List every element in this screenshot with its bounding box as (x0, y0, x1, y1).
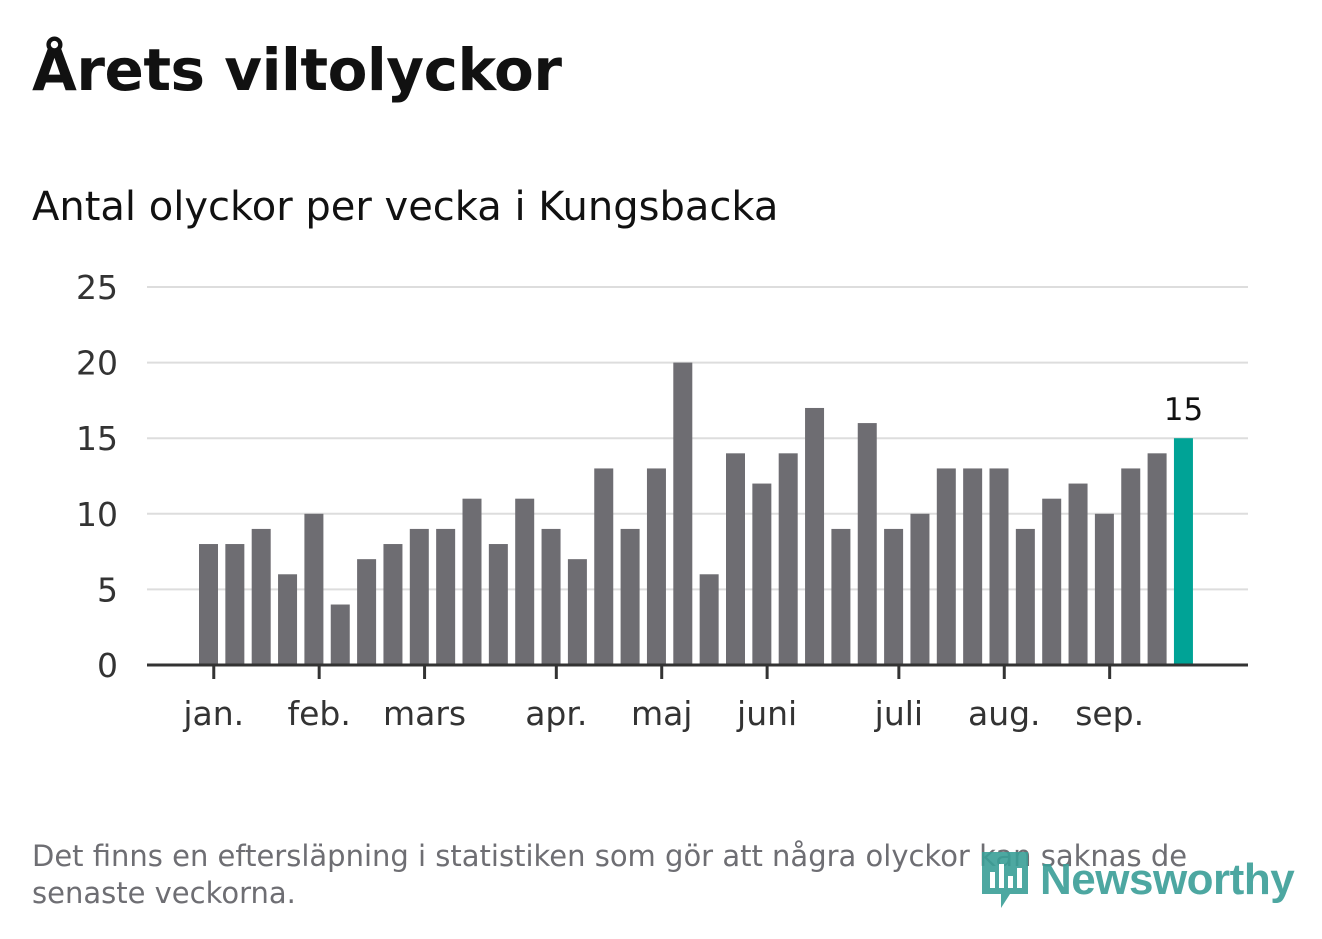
x-tick-label: sep. (1075, 694, 1144, 733)
bar (383, 544, 403, 665)
x-tick-label: juni (736, 694, 797, 733)
x-tick-label: feb. (287, 694, 350, 733)
bar (436, 528, 456, 665)
bar (594, 468, 614, 665)
bar (963, 468, 983, 665)
bar (278, 574, 298, 665)
y-tick-label: 25 (76, 268, 118, 307)
y-axis-ticks: 0 5 10 15 20 25 (76, 268, 118, 685)
x-tick-label: maj (631, 694, 693, 733)
bar (673, 362, 693, 665)
bars (199, 362, 1193, 665)
bar (857, 423, 877, 665)
bar (330, 604, 350, 665)
y-tick-label: 0 (97, 646, 118, 685)
bar (225, 544, 245, 665)
x-tick-label: jan. (182, 694, 244, 733)
bar (1121, 468, 1141, 665)
chart-subtitle: Antal olyckor per vecka i Kungsbacka (32, 184, 779, 230)
y-tick-label: 10 (76, 495, 118, 534)
chart-title: Årets viltolyckor (32, 36, 562, 104)
y-tick-label: 20 (76, 344, 118, 383)
bar (936, 468, 956, 665)
bar (752, 483, 772, 665)
y-tick-label: 15 (76, 419, 118, 458)
bar (541, 528, 561, 665)
data-label-latest: 15 (1164, 392, 1203, 428)
newsworthy-logo: Newsworthy (980, 848, 1295, 912)
bar (199, 544, 218, 665)
x-tick-label: mars (383, 694, 466, 733)
data-labels: 15 (1164, 392, 1203, 428)
x-tick-label: aug. (968, 694, 1041, 733)
bar (462, 498, 482, 665)
x-axis-ticks: jan. feb. mars apr. maj juni juli aug. sep. (182, 665, 1144, 733)
bar-latest-week (1173, 438, 1193, 665)
grid-lines (147, 286, 1248, 591)
bar (409, 528, 429, 665)
bar (726, 453, 745, 665)
bar (778, 453, 798, 665)
y-tick-label: 5 (97, 570, 118, 609)
x-tick-label: apr. (525, 694, 587, 733)
bar (1015, 528, 1035, 665)
bar (251, 528, 271, 665)
bar (1042, 498, 1062, 665)
bar (357, 559, 377, 665)
bar (805, 407, 825, 665)
bar (304, 513, 324, 665)
x-tick-label: juli (874, 694, 923, 733)
bar (910, 513, 930, 665)
bar (646, 468, 666, 665)
bar (884, 528, 904, 665)
bar-chart: 0 5 10 15 20 25 jan. feb. mars apr. maj juni juli au… (76, 268, 1248, 733)
newsworthy-logo-icon (982, 852, 1028, 908)
bar (699, 574, 719, 665)
bar (989, 468, 1009, 665)
bar (488, 544, 508, 665)
bar (1094, 513, 1114, 665)
bar (567, 559, 587, 665)
newsworthy-logo-text: Newsworthy (1040, 855, 1295, 904)
bar (620, 528, 640, 665)
bar (515, 498, 535, 665)
bar (831, 528, 851, 665)
bar (1068, 483, 1088, 665)
bar (1147, 453, 1167, 665)
